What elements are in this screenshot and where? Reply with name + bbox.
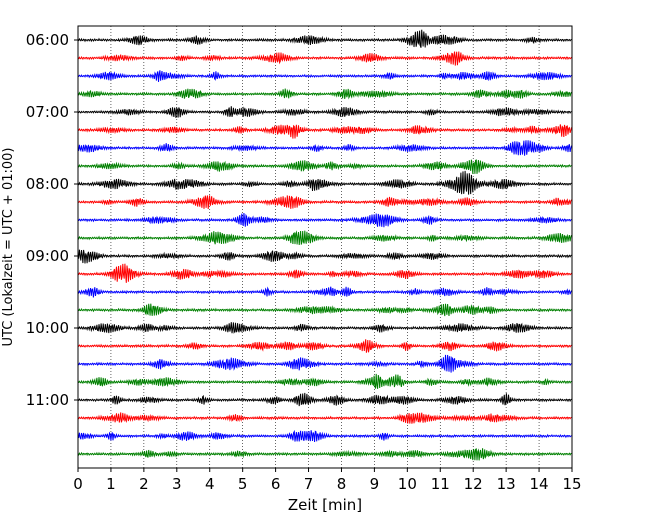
x-tick-label: 3: [172, 475, 182, 493]
trace-0900: [77, 249, 572, 264]
x-tick-label: 0: [73, 475, 83, 493]
trace-0630: [77, 70, 572, 82]
x-axis-label: Zeit [min]: [288, 496, 362, 514]
trace-0715: [77, 124, 572, 139]
x-tick-label: 5: [238, 475, 248, 493]
x-tick-label: 8: [337, 475, 347, 493]
y-tick-label: 07:00: [26, 103, 69, 121]
x-tick-label: 1: [106, 475, 116, 493]
trace-0815: [77, 195, 572, 209]
trace-1100: [77, 392, 572, 407]
trace-0915: [77, 263, 572, 283]
trace-1130: [77, 429, 572, 442]
x-tick-label: 6: [271, 475, 281, 493]
y-tick-label: 09:00: [26, 247, 69, 265]
trace-1015: [77, 339, 572, 353]
trace-0745: [77, 159, 572, 174]
x-tick-label: 13: [497, 475, 516, 493]
trace-1145: [77, 448, 572, 461]
x-tick-label: 12: [464, 475, 483, 493]
x-tick-label: 4: [205, 475, 215, 493]
y-axis-ticks: 06:00 07:00 08:00 09:00 10:00 11:00: [26, 31, 78, 409]
x-tick-label: 7: [304, 475, 314, 493]
seismic-traces: [77, 29, 572, 461]
x-tick-label: 11: [431, 475, 450, 493]
trace-0730: [77, 140, 572, 156]
trace-0945: [77, 303, 572, 317]
trace-0930: [77, 286, 572, 298]
x-axis-ticks: 0 1 2 3 4 5 6 7 8 9 10 11 12 13 14 15: [73, 468, 582, 493]
trace-0615: [77, 51, 572, 66]
trace-0600: [77, 29, 572, 48]
y-tick-label: 06:00: [26, 31, 69, 49]
trace-1000: [77, 322, 572, 334]
y-tick-label: 10:00: [26, 319, 69, 337]
trace-0800: [77, 170, 572, 195]
x-tick-label: 15: [562, 475, 581, 493]
trace-0830: [77, 212, 572, 228]
x-tick-label: 14: [530, 475, 549, 493]
trace-1045: [77, 373, 572, 389]
y-tick-label: 11:00: [26, 391, 69, 409]
x-tick-label: 9: [370, 475, 380, 493]
trace-1115: [77, 412, 572, 424]
x-tick-label: 10: [398, 475, 417, 493]
trace-0700: [77, 106, 572, 118]
trace-1030: [78, 354, 572, 373]
trace-0845: [77, 230, 572, 246]
trace-0645: [77, 88, 572, 100]
y-axis-label: UTC (Lokalzeit = UTC + 01:00): [1, 148, 16, 347]
x-tick-label: 2: [139, 475, 149, 493]
plot-frame: [77, 25, 573, 469]
y-tick-label: 08:00: [26, 175, 69, 193]
